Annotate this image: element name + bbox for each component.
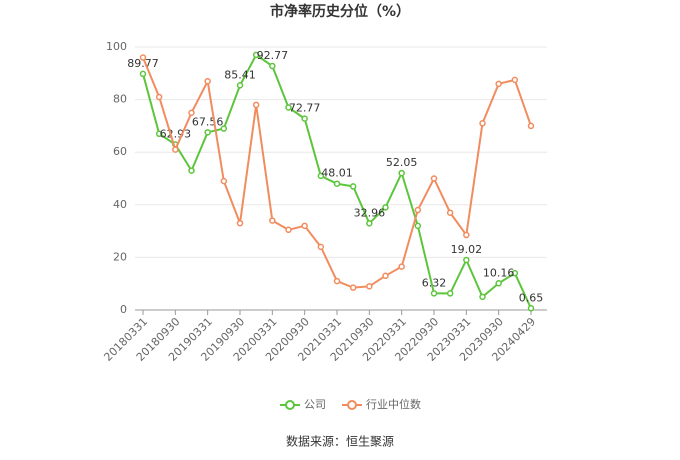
point	[495, 80, 502, 88]
point	[511, 76, 519, 84]
point	[414, 206, 422, 214]
point	[333, 277, 341, 285]
chart-title: 市净率历史分位（%）	[270, 3, 410, 20]
legend-item: 行业中位数	[342, 397, 421, 411]
point	[414, 222, 422, 230]
point	[155, 130, 163, 138]
data-label: 32.96	[354, 206, 386, 219]
point	[511, 269, 519, 277]
point	[139, 70, 147, 78]
point	[139, 54, 147, 61]
point	[527, 305, 535, 312]
point	[155, 93, 163, 101]
point	[269, 62, 276, 70]
point	[236, 219, 244, 227]
point	[301, 222, 308, 230]
legend-marker	[347, 400, 357, 410]
data-label: 52.05	[386, 156, 418, 169]
point	[463, 231, 470, 239]
legend: 公司 行业中位数	[280, 397, 421, 411]
data-label: 67.56	[192, 115, 224, 128]
data-label: 0.65	[519, 291, 544, 304]
point	[204, 129, 211, 136]
point	[382, 272, 389, 280]
data-label: 92.77	[257, 49, 289, 62]
y-tick-label: 40	[113, 198, 127, 211]
point	[317, 172, 325, 180]
point	[349, 183, 357, 190]
data-label: 48.01	[321, 167, 353, 180]
point	[317, 243, 325, 251]
point	[349, 284, 357, 291]
legend-label: 行业中位数	[366, 397, 421, 411]
legend-marker	[285, 400, 295, 410]
point	[382, 204, 389, 211]
point	[430, 175, 438, 182]
point	[285, 226, 292, 234]
point	[204, 77, 211, 85]
point	[495, 280, 502, 287]
point	[366, 220, 373, 227]
point	[527, 122, 535, 130]
point	[220, 177, 228, 185]
point	[398, 263, 405, 270]
point	[188, 109, 195, 116]
y-tick-label: 100	[106, 40, 127, 53]
legend-item: 公司	[280, 398, 326, 411]
point	[285, 104, 292, 111]
point	[446, 209, 454, 216]
point	[430, 290, 438, 297]
point	[269, 217, 276, 224]
data-label: 72.77	[289, 102, 321, 115]
point	[188, 167, 195, 174]
y-tick-label: 80	[113, 93, 127, 106]
data-label: 89.77	[127, 57, 159, 70]
point	[366, 283, 373, 290]
point	[398, 169, 405, 177]
data-label: 19.02	[451, 243, 483, 256]
legend-label: 公司	[304, 398, 326, 411]
point	[252, 51, 260, 59]
point	[236, 82, 244, 89]
point	[301, 115, 308, 122]
point	[220, 125, 228, 132]
point	[479, 120, 486, 127]
data-label: 85.41	[224, 68, 256, 81]
y-tick-label: 0	[120, 303, 127, 316]
source: 数据来源：恒生聚源	[286, 434, 394, 449]
point	[333, 180, 341, 187]
data-label: 62.93	[160, 127, 192, 140]
y-tick-label: 20	[113, 250, 127, 263]
data-label: 6.32	[422, 276, 447, 289]
point	[446, 290, 454, 297]
y-tick-label: 60	[113, 145, 127, 158]
data-label: 10.16	[483, 266, 515, 279]
point	[463, 256, 470, 264]
point	[479, 293, 486, 301]
point	[252, 101, 260, 109]
point	[172, 146, 179, 153]
